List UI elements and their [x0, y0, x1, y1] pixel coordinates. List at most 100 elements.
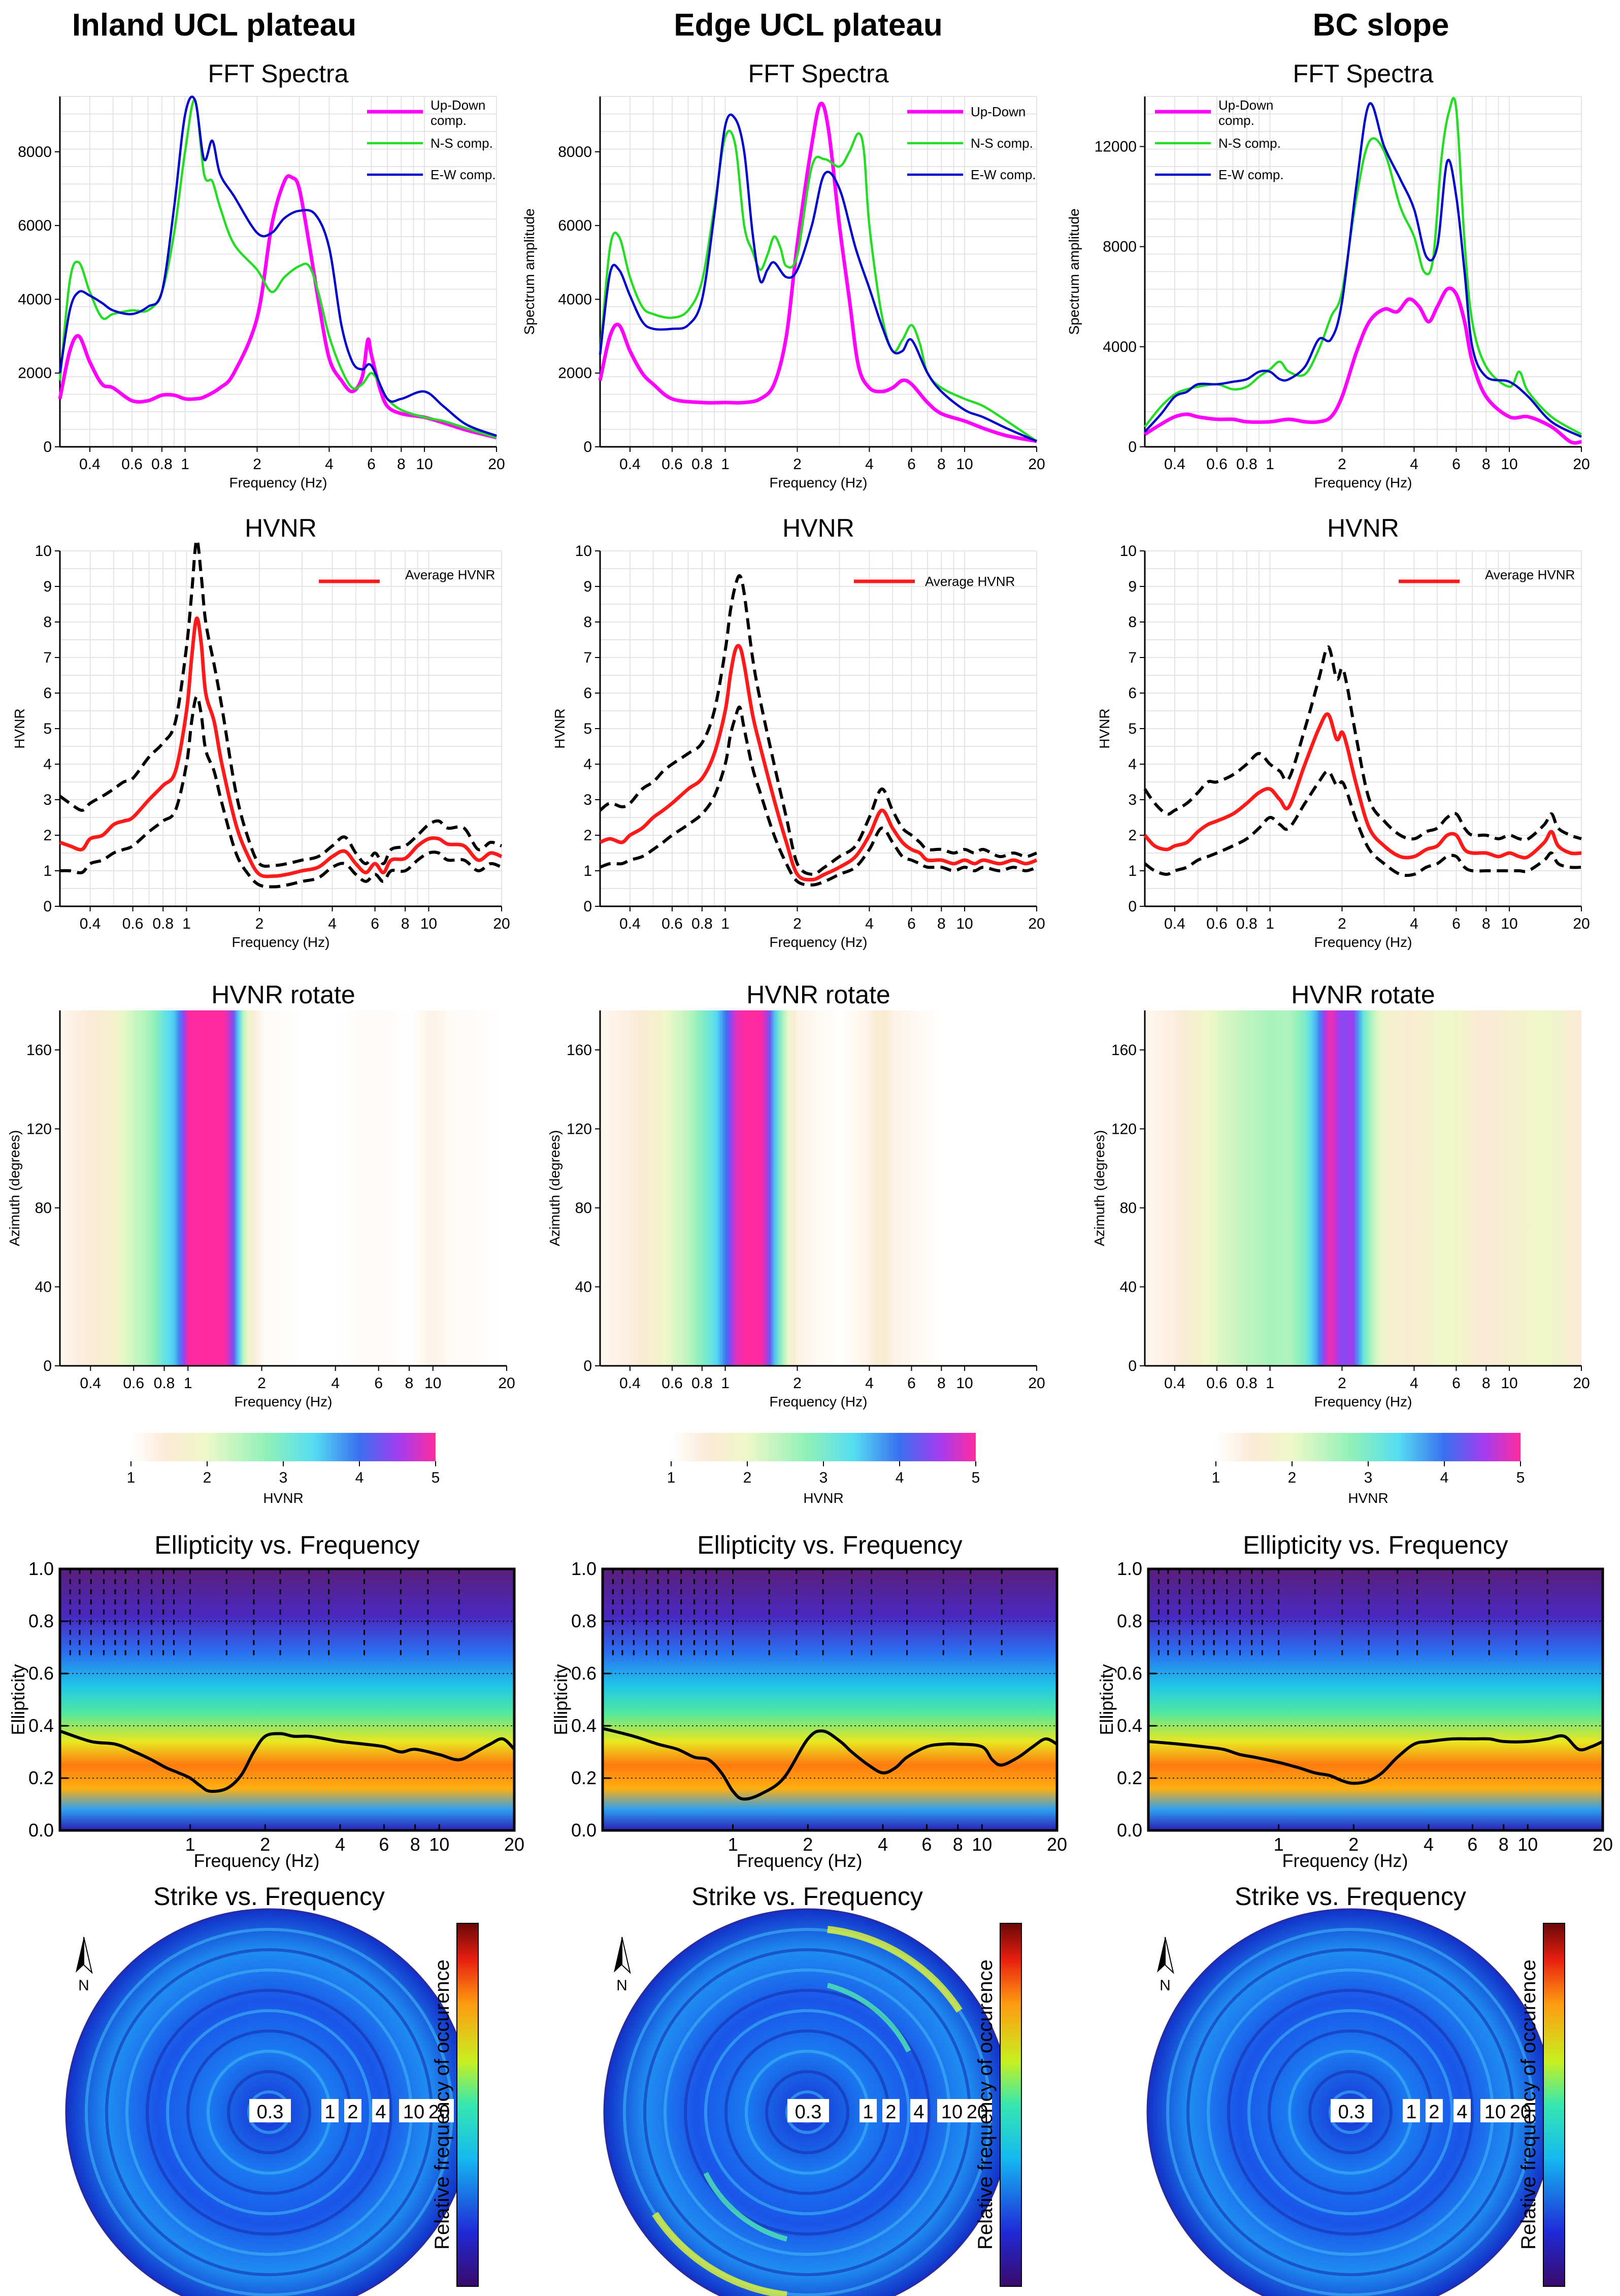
- strike-high-arc-top: [827, 1926, 963, 2013]
- chart-title: Strike vs. Frequency: [691, 1882, 923, 1911]
- x-tick-label: 1: [721, 456, 730, 473]
- ring-label-bg: [344, 2099, 361, 2122]
- y-axis-label: Spectrum amplitude: [521, 208, 537, 335]
- x-tick-label: 8: [410, 1834, 420, 1855]
- strike-chart-inland: Strike vs. Frequency 0.3 1 2 4 10 20 N Relative …: [65, 1882, 479, 2296]
- average-hvnr-line: [1143, 712, 1582, 860]
- x-tick-label: 0.8: [1236, 915, 1258, 932]
- colorbar-label: HVNR: [1348, 1490, 1388, 1506]
- x-tick-label: 4: [865, 915, 874, 932]
- x-tick-label: 1: [182, 915, 191, 932]
- x-tick-label: 2: [253, 456, 261, 473]
- colorbar-tick-label: 2: [1288, 1469, 1297, 1486]
- rotate-chart-edge: 0.4 0.6 0.8 1 2 4 6 8 10 20 0 40 80 120 160 Frequency (…: [547, 980, 1045, 1506]
- y-tick-label: 10: [1120, 543, 1137, 560]
- average-hvnr-line: [59, 616, 503, 878]
- x-tick-label: 20: [1573, 1375, 1590, 1392]
- chart-title: HVNR: [782, 514, 854, 542]
- x-axis-label: Frequency (Hz): [770, 934, 868, 950]
- y-tick-label: 4: [1128, 756, 1137, 773]
- lower-std-line: [59, 695, 503, 889]
- north-arrow-icon-half: [83, 1937, 93, 1974]
- legend-label-cont: comp.: [1218, 113, 1254, 128]
- ring-label-bg: [1480, 2099, 1510, 2122]
- strike-ring-6: [146, 1989, 392, 2236]
- x-tick-label: 0.8: [154, 1375, 175, 1392]
- y-tick-label: 7: [1128, 649, 1137, 666]
- hvnr-colorbar: [131, 1433, 436, 1461]
- y-tick-label: 1: [1128, 863, 1137, 879]
- y-tick-label: 4000: [18, 291, 52, 308]
- x-tick-label: 1: [721, 915, 730, 932]
- y-tick-label: 2000: [18, 365, 52, 382]
- legend-label: Average HVNR: [925, 574, 1015, 589]
- x-tick-label: 10: [1517, 1834, 1538, 1855]
- y-tick-label: 8: [583, 614, 592, 631]
- y-tick-label: 0.0: [28, 1820, 54, 1841]
- legend-label: E-W comp.: [971, 167, 1036, 182]
- north-arrow-icon: [1157, 1937, 1165, 1973]
- strike-high-arc-bottom: [652, 2212, 787, 2296]
- x-tick-label: 4: [865, 456, 874, 473]
- x-tick-label: 4: [325, 456, 334, 473]
- chart-title: Ellipticity vs. Frequency: [697, 1531, 962, 1559]
- series-line-e-w-comp-: [58, 95, 497, 437]
- legend-label: Up-Down: [971, 104, 1026, 119]
- legend-label: E-W comp.: [431, 167, 496, 182]
- ring-label: 1: [1406, 2102, 1416, 2123]
- x-tick-label: 10: [972, 1834, 992, 1855]
- x-tick-label: 2: [257, 1375, 266, 1392]
- x-tick-label: 6: [907, 456, 916, 473]
- x-tick-label: 0.8: [691, 1375, 713, 1392]
- x-tick-label: 6: [367, 456, 376, 473]
- chart-title: FFT Spectra: [1293, 59, 1434, 88]
- y-tick-label: 0.0: [1117, 1820, 1142, 1841]
- chart-title: HVNR rotate: [1291, 980, 1435, 1009]
- y-tick-label: 1.0: [28, 1558, 54, 1579]
- plot-frame: [601, 1567, 1059, 1832]
- y-tick-label: 5: [43, 720, 52, 737]
- colorbar-tick-label: 3: [1364, 1469, 1373, 1486]
- y-tick-label: 4: [43, 756, 52, 773]
- x-tick-label: 8: [937, 456, 946, 473]
- ring-label-bg: [882, 2099, 900, 2122]
- y-tick-label: 4000: [1103, 339, 1137, 355]
- y-axis-label: Azimuth (degrees): [1092, 1130, 1107, 1247]
- x-tick-label: 1: [181, 456, 189, 473]
- ellipticity-median-line: [602, 1727, 1058, 1801]
- ring-label-bg: [424, 2099, 454, 2122]
- x-tick-label: 8: [937, 915, 946, 932]
- north-arrow-icon: [76, 1937, 84, 1973]
- x-tick-label: 0.4: [79, 456, 101, 473]
- y-tick-label: 4: [583, 756, 592, 773]
- strike-colorbar: [456, 1923, 479, 2287]
- x-tick-label: 2: [255, 915, 264, 932]
- y-tick-label: 7: [43, 649, 52, 666]
- series-line-up-down: [598, 102, 1037, 443]
- series-line-e-w-comp-: [1144, 102, 1582, 438]
- rotate-heatmap: [1145, 1010, 1581, 1366]
- strike-ring-5: [166, 2009, 372, 2215]
- y-tick-label: 40: [1120, 1278, 1137, 1295]
- series-line-up-down-comp-: [1144, 286, 1582, 445]
- ring-label-bg: [249, 2099, 291, 2122]
- y-tick-label: 6000: [558, 217, 592, 234]
- ring-label: 1: [324, 2102, 335, 2123]
- ring-label-bg: [787, 2099, 829, 2122]
- x-tick-label: 0.4: [1164, 1375, 1185, 1392]
- y-tick-label: 0.6: [571, 1663, 597, 1684]
- ring-label: 1: [863, 2102, 873, 2123]
- north-label: N: [616, 1977, 627, 1994]
- x-tick-label: 20: [1028, 1375, 1045, 1392]
- x-tick-label: 20: [1593, 1834, 1613, 1855]
- ring-label-bg: [937, 2099, 967, 2122]
- y-tick-label: 2: [1128, 827, 1137, 844]
- ring-label: 10: [941, 2102, 963, 2123]
- legend-label: N-S comp.: [1218, 136, 1281, 151]
- y-tick-label: 6000: [18, 217, 52, 234]
- x-tick-label: 10: [1501, 456, 1517, 473]
- hvnr-colorbar: [1216, 1433, 1520, 1461]
- y-tick-label: 10: [575, 543, 592, 560]
- x-tick-label: 8: [1482, 915, 1491, 932]
- y-tick-label: 5: [583, 720, 592, 737]
